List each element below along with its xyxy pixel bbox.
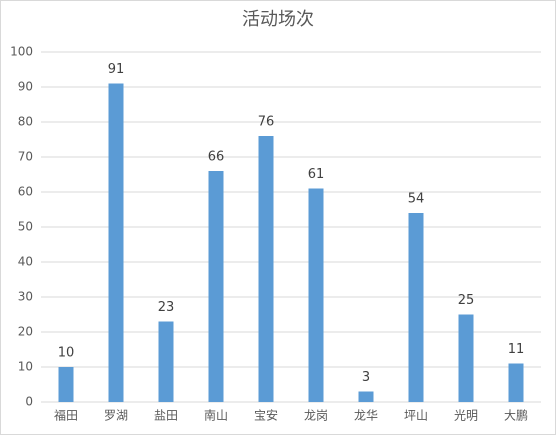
x-tick-label: 坪山 xyxy=(404,409,428,423)
bar xyxy=(508,363,524,402)
x-tick-label: 光明 xyxy=(454,409,478,423)
y-tick-label: 40 xyxy=(18,255,33,269)
data-label: 54 xyxy=(408,192,425,207)
y-tick-label: 100 xyxy=(10,45,33,59)
y-tick-label: 80 xyxy=(18,115,33,129)
bar xyxy=(408,213,424,402)
x-tick-label: 龙华 xyxy=(354,409,378,423)
data-label: 76 xyxy=(258,115,275,130)
x-tick-label: 福田 xyxy=(54,408,78,423)
x-tick-label: 罗湖 xyxy=(104,408,128,423)
x-tick-label: 龙岗 xyxy=(304,409,328,423)
bar xyxy=(308,188,324,402)
bar xyxy=(258,136,274,402)
x-tick-label: 南山 xyxy=(204,408,228,423)
y-tick-label: 70 xyxy=(18,150,33,164)
data-label: 25 xyxy=(458,293,475,308)
data-label: 10 xyxy=(58,346,75,361)
y-tick-label: 50 xyxy=(18,220,33,234)
y-tick-label: 10 xyxy=(18,360,33,374)
data-label: 11 xyxy=(508,342,525,357)
x-tick-label: 宝安 xyxy=(254,408,278,423)
y-tick-label: 20 xyxy=(18,325,33,339)
data-label: 61 xyxy=(308,167,325,182)
bar xyxy=(158,321,174,402)
bar xyxy=(458,314,474,402)
bar xyxy=(108,83,124,402)
chart-title: 活动场次 xyxy=(242,9,314,30)
y-tick-label: 0 xyxy=(25,395,33,409)
y-tick-label: 90 xyxy=(18,80,33,94)
data-label: 66 xyxy=(208,150,225,165)
y-tick-label: 60 xyxy=(18,185,33,199)
data-label: 3 xyxy=(362,370,370,385)
bar xyxy=(208,171,224,402)
bar xyxy=(358,391,374,402)
data-label: 91 xyxy=(108,62,125,77)
bar xyxy=(58,367,74,402)
x-tick-label: 盐田 xyxy=(154,409,178,423)
data-label: 23 xyxy=(158,300,175,315)
x-tick-label: 大鹏 xyxy=(504,409,528,423)
y-tick-label: 30 xyxy=(18,290,33,304)
